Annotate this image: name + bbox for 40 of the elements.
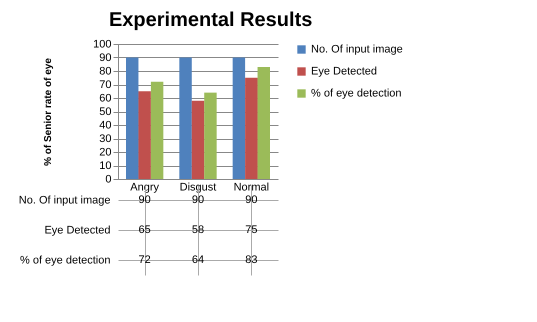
bar: [232, 58, 246, 179]
bar: [179, 58, 192, 179]
bar: [138, 91, 151, 179]
x-tick-label: Disgust: [180, 182, 216, 194]
x-tick-label: Normal: [234, 182, 270, 194]
data-label: 72: [138, 254, 151, 266]
text: % of eye detection: [20, 254, 110, 266]
y-tick-label: 70: [99, 79, 112, 91]
bar: [245, 78, 258, 179]
bar: [192, 100, 204, 179]
data-label: 58: [192, 224, 204, 236]
data-label: 90: [245, 194, 258, 206]
legend-label: Eye Detected: [311, 66, 378, 78]
bar: [126, 58, 138, 179]
y-tick-label: 100: [93, 38, 112, 50]
y-tick-label: 0: [105, 174, 112, 186]
data-label: 65: [138, 224, 151, 236]
text: No. Of input image: [18, 194, 110, 206]
bar: [150, 82, 164, 179]
x-tick-label: Angry: [130, 182, 160, 194]
chart-title: Experimental Results: [108, 9, 312, 31]
data-label: 83: [245, 254, 258, 266]
data-label: 64: [192, 254, 204, 266]
y-tick-label: 40: [99, 120, 112, 132]
data-label: 90: [138, 194, 151, 206]
legend-label: % of eye detection: [311, 88, 402, 100]
y-tick-label: 10: [99, 160, 112, 172]
bar: [204, 92, 217, 179]
y-tick-label: 30: [99, 133, 112, 145]
y-axis-title: % of Senior rate of eye: [43, 58, 54, 166]
data-label: 75: [245, 224, 258, 236]
y-tick-label: 80: [99, 66, 112, 78]
text: Eye Detected: [44, 224, 110, 236]
y-tick-label: 60: [99, 92, 112, 104]
y-tick-label: 20: [99, 146, 112, 158]
y-tick-label: 90: [99, 52, 112, 64]
legend-label: No. Of input image: [311, 44, 403, 56]
y-tick-label: 50: [99, 106, 112, 118]
data-label: 90: [192, 194, 204, 206]
bar: [258, 66, 270, 179]
